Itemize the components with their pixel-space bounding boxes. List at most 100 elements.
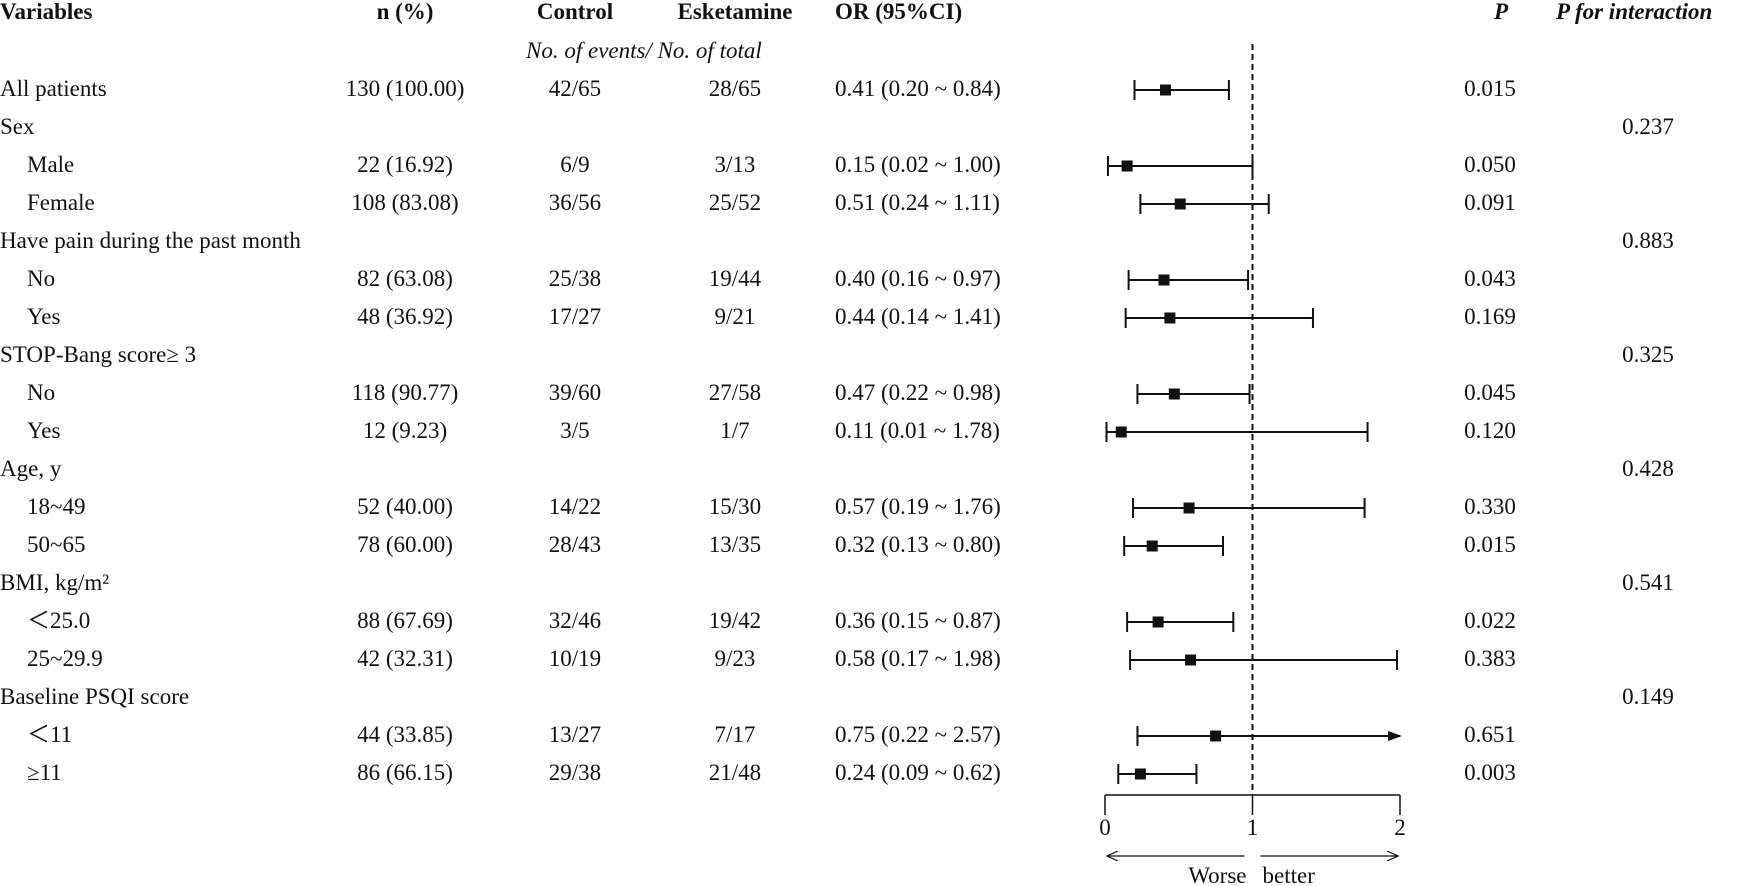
row-label: STOP-Bang score≥ 3	[0, 342, 197, 367]
row-control: 13/27	[548, 722, 602, 747]
row-esketamine: 27/58	[708, 380, 762, 405]
row-n: 48 (36.92)	[357, 304, 453, 329]
row-or: 0.40 (0.16 ~ 0.97)	[835, 266, 1001, 291]
row-n: 108 (83.08)	[351, 190, 459, 215]
row-label: Baseline PSQI score	[0, 684, 190, 709]
header-esketamine: Esketamine	[677, 0, 793, 24]
row-n: 82 (63.08)	[357, 266, 453, 291]
row-or: 0.44 (0.14 ~ 1.41)	[835, 304, 1001, 329]
point-estimate	[1158, 274, 1170, 286]
row-esketamine: 1/7	[720, 418, 750, 443]
row-p-interaction: 0.541	[1622, 570, 1674, 595]
row-n: 42 (32.31)	[357, 646, 453, 671]
row-control: 29/38	[548, 760, 602, 785]
row-esketamine: 7/17	[714, 722, 756, 747]
row-label: Yes	[27, 304, 61, 329]
worse-label: Worse	[1188, 863, 1246, 886]
row-label: Yes	[27, 418, 61, 443]
row-control: 39/60	[548, 380, 602, 405]
row-control: 6/9	[560, 152, 590, 177]
row-esketamine: 9/21	[714, 304, 756, 329]
row-label: All patients	[0, 76, 107, 101]
row-n: 130 (100.00)	[345, 76, 465, 101]
row-label: Age, y	[0, 456, 62, 481]
header-variables: Variables	[0, 0, 93, 24]
row-or: 0.75 (0.22 ~ 2.57)	[835, 722, 1001, 747]
row-control: 10/19	[548, 646, 602, 671]
point-estimate	[1159, 84, 1171, 96]
row-n: 88 (67.69)	[357, 608, 453, 633]
subheader-events: No. of events/ No. of total	[526, 38, 762, 63]
row-or: 0.15 (0.02 ~ 1.00)	[835, 152, 1001, 177]
point-estimate	[1164, 312, 1176, 324]
row-control: 25/38	[548, 266, 602, 291]
point-estimate	[1183, 502, 1195, 514]
row-control: 17/27	[548, 304, 602, 329]
row-or: 0.58 (0.17 ~ 1.98)	[835, 646, 1001, 671]
row-p: 0.050	[1464, 152, 1516, 177]
row-label: ＜11	[27, 722, 73, 747]
row-p: 0.003	[1464, 760, 1516, 785]
header-control: Control	[536, 0, 614, 24]
row-p: 0.015	[1464, 532, 1516, 557]
row-or: 0.36 (0.15 ~ 0.87)	[835, 608, 1001, 633]
row-esketamine: 21/48	[708, 760, 762, 785]
row-control: 42/65	[548, 76, 602, 101]
row-label: ＜25.0	[27, 608, 91, 633]
row-n: 78 (60.00)	[357, 532, 453, 557]
row-p-interaction: 0.883	[1622, 228, 1674, 253]
row-p-interaction: 0.325	[1622, 342, 1674, 367]
row-p: 0.330	[1464, 494, 1516, 519]
row-label: Sex	[0, 114, 35, 139]
row-n: 118 (90.77)	[351, 380, 459, 405]
row-esketamine: 28/65	[708, 76, 762, 101]
row-label: Male	[27, 152, 75, 177]
row-p: 0.091	[1464, 190, 1516, 215]
row-p-interaction: 0.149	[1622, 684, 1674, 709]
x-tick-label: 0	[1099, 815, 1111, 840]
x-tick-label: 2	[1394, 815, 1406, 840]
row-esketamine: 19/42	[708, 608, 762, 633]
row-p-interaction: 0.237	[1622, 114, 1674, 139]
row-esketamine: 9/23	[714, 646, 756, 671]
row-p: 0.169	[1464, 304, 1516, 329]
row-control: 28/43	[548, 532, 602, 557]
row-or: 0.11 (0.01 ~ 1.78)	[835, 418, 1000, 443]
row-or: 0.24 (0.09 ~ 0.62)	[835, 760, 1001, 785]
row-esketamine: 25/52	[708, 190, 762, 215]
row-n: 44 (33.85)	[357, 722, 453, 747]
row-p: 0.015	[1464, 76, 1516, 101]
header-n: n (%)	[376, 0, 434, 24]
point-estimate	[1152, 616, 1164, 628]
row-control: 32/46	[548, 608, 602, 633]
row-p: 0.043	[1464, 266, 1516, 291]
point-estimate	[1121, 160, 1133, 172]
row-p-interaction: 0.428	[1622, 456, 1674, 481]
row-label: No	[27, 266, 56, 291]
row-control: 3/5	[560, 418, 590, 443]
point-estimate	[1185, 654, 1197, 666]
point-estimate	[1134, 768, 1146, 780]
row-n: 12 (9.23)	[362, 418, 448, 443]
row-n: 22 (16.92)	[357, 152, 453, 177]
row-p: 0.120	[1464, 418, 1516, 443]
row-or: 0.47 (0.22 ~ 0.98)	[835, 380, 1001, 405]
row-label: No	[27, 380, 56, 405]
row-n: 52 (40.00)	[357, 494, 453, 519]
row-label: 25~29.9	[27, 646, 103, 671]
point-estimate	[1174, 198, 1186, 210]
row-or: 0.51 (0.24 ~ 1.11)	[835, 190, 1000, 215]
row-or: 0.57 (0.19 ~ 1.76)	[835, 494, 1001, 519]
row-p: 0.651	[1464, 722, 1516, 747]
point-estimate	[1146, 540, 1158, 552]
row-label: Female	[27, 190, 95, 215]
row-control: 14/22	[548, 494, 602, 519]
row-n: 86 (66.15)	[357, 760, 453, 785]
x-tick-label: 1	[1247, 815, 1259, 840]
row-label: Have pain during the past month	[0, 228, 301, 253]
row-label: 18~49	[27, 494, 86, 519]
row-esketamine: 15/30	[708, 494, 762, 519]
row-p: 0.383	[1464, 646, 1516, 671]
row-esketamine: 19/44	[708, 266, 762, 291]
